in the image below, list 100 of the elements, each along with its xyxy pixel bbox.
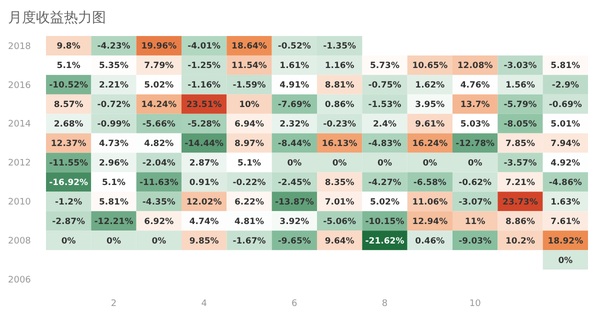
data-label: 19.96% (141, 42, 178, 52)
data-label: 1.56% (506, 80, 536, 91)
data-label: 10% (239, 100, 260, 110)
data-label: -12.78% (456, 139, 496, 150)
data-label: 8.35% (324, 178, 355, 188)
data-label: -13.87% (274, 197, 314, 208)
data-label: 0% (422, 158, 438, 168)
data-label: 1.16% (324, 61, 355, 72)
data-label: 16.24% (412, 139, 448, 150)
data-label: -5.28% (188, 120, 222, 130)
data-label: -4.01% (188, 42, 222, 52)
chart-title: 月度收益热力图 (8, 10, 106, 26)
data-label: 0% (106, 236, 122, 246)
data-label: 11% (464, 216, 486, 227)
data-label: 16.13% (322, 139, 358, 150)
data-label: 10.2% (506, 236, 536, 246)
data-label: 7.94% (550, 139, 581, 150)
data-label: -0.75% (368, 80, 402, 91)
data-label: -0.69% (548, 100, 582, 110)
data-label: -0.52% (278, 42, 312, 52)
data-label: -21.62% (365, 236, 405, 246)
data-label: -2.87% (52, 216, 86, 227)
y-tick-label: 2006 (8, 275, 32, 286)
data-label: 18.64% (232, 42, 268, 52)
data-label: 9.64% (324, 236, 355, 246)
data-label: 5.73% (370, 61, 400, 72)
data-label: 4.92% (550, 158, 581, 168)
data-label: -8.44% (278, 139, 312, 150)
data-label: 13.7% (460, 100, 490, 110)
data-label: -0.99% (97, 120, 131, 130)
data-label: 12.94% (412, 216, 448, 227)
data-label: -2.9% (552, 80, 580, 91)
data-label: 14.24% (141, 100, 178, 110)
data-label: -4.86% (548, 178, 582, 188)
x-tick-label: 8 (382, 299, 388, 309)
data-label: -4.23% (97, 42, 131, 52)
x-tick-label: 4 (201, 299, 208, 309)
data-label: 12.02% (186, 197, 222, 208)
data-label: 1.61% (280, 61, 310, 72)
data-label: -1.2% (55, 197, 83, 208)
data-label: -2.04% (142, 158, 176, 168)
data-label: 5.81% (99, 197, 129, 208)
data-label: 4.73% (99, 139, 129, 150)
data-label: 1.62% (415, 80, 446, 91)
data-label: 5.35% (99, 61, 129, 72)
data-label: -9.03% (458, 236, 492, 246)
data-label: 2.96% (99, 158, 129, 168)
data-label: 12.37% (50, 139, 87, 150)
data-label: 2.87% (189, 158, 220, 168)
y-tick-label: 2010 (8, 198, 32, 208)
data-label: 8.86% (506, 216, 536, 227)
data-label: -5.06% (323, 216, 357, 227)
data-label: 0% (468, 158, 483, 168)
data-label: 0.91% (189, 178, 220, 188)
data-label: 8.57% (54, 100, 84, 110)
x-tick-label: 6 (292, 299, 298, 309)
data-label: 0% (378, 158, 392, 168)
data-label: 0% (558, 256, 574, 266)
data-label: -11.63% (139, 178, 179, 188)
data-label: -12.21% (94, 216, 134, 227)
data-label: -0.23% (323, 120, 357, 130)
data-label: 4.81% (234, 216, 264, 227)
data-label: 0.86% (324, 100, 355, 110)
data-label: -8.05% (504, 120, 538, 130)
data-label: 7.79% (144, 61, 174, 72)
data-label: 1.63% (550, 197, 581, 208)
data-label: 3.95% (415, 100, 446, 110)
data-label: 2.4% (372, 120, 398, 130)
data-label: 7.01% (324, 197, 355, 208)
data-label: 4.76% (460, 80, 490, 91)
data-label: -1.59% (232, 80, 266, 91)
data-label: -16.92% (49, 178, 89, 188)
y-tick-label: 2018 (8, 42, 32, 52)
data-label: 4.82% (144, 139, 174, 150)
data-label: 8.81% (324, 80, 355, 91)
data-label: 12.08% (457, 61, 494, 72)
data-label: 9.8% (56, 42, 81, 52)
data-label: -1.25% (188, 61, 222, 72)
data-label: 4.91% (280, 80, 310, 91)
data-label: -1.35% (323, 42, 357, 52)
data-label: 5.03% (460, 120, 490, 130)
data-label: 9.85% (189, 236, 220, 246)
y-tick-label: 2016 (8, 80, 32, 91)
data-label: -11.55% (49, 158, 89, 168)
data-label: -3.07% (458, 197, 492, 208)
data-label: -4.83% (368, 139, 402, 150)
data-label: 6.92% (144, 216, 174, 227)
data-label: 23.73% (502, 197, 538, 208)
data-label: 3.92% (280, 216, 310, 227)
data-label: -10.15% (365, 216, 405, 227)
data-label: 0% (287, 158, 302, 168)
data-label: 2.68% (54, 120, 84, 130)
data-label: 5.1% (56, 61, 81, 72)
data-label: -2.45% (278, 178, 312, 188)
data-label: -0.62% (458, 178, 492, 188)
data-label: -4.27% (368, 178, 402, 188)
data-label: 23.51% (186, 100, 222, 110)
data-label: 0.46% (415, 236, 446, 246)
data-label: -6.58% (413, 178, 447, 188)
data-label: 7.21% (506, 178, 536, 188)
